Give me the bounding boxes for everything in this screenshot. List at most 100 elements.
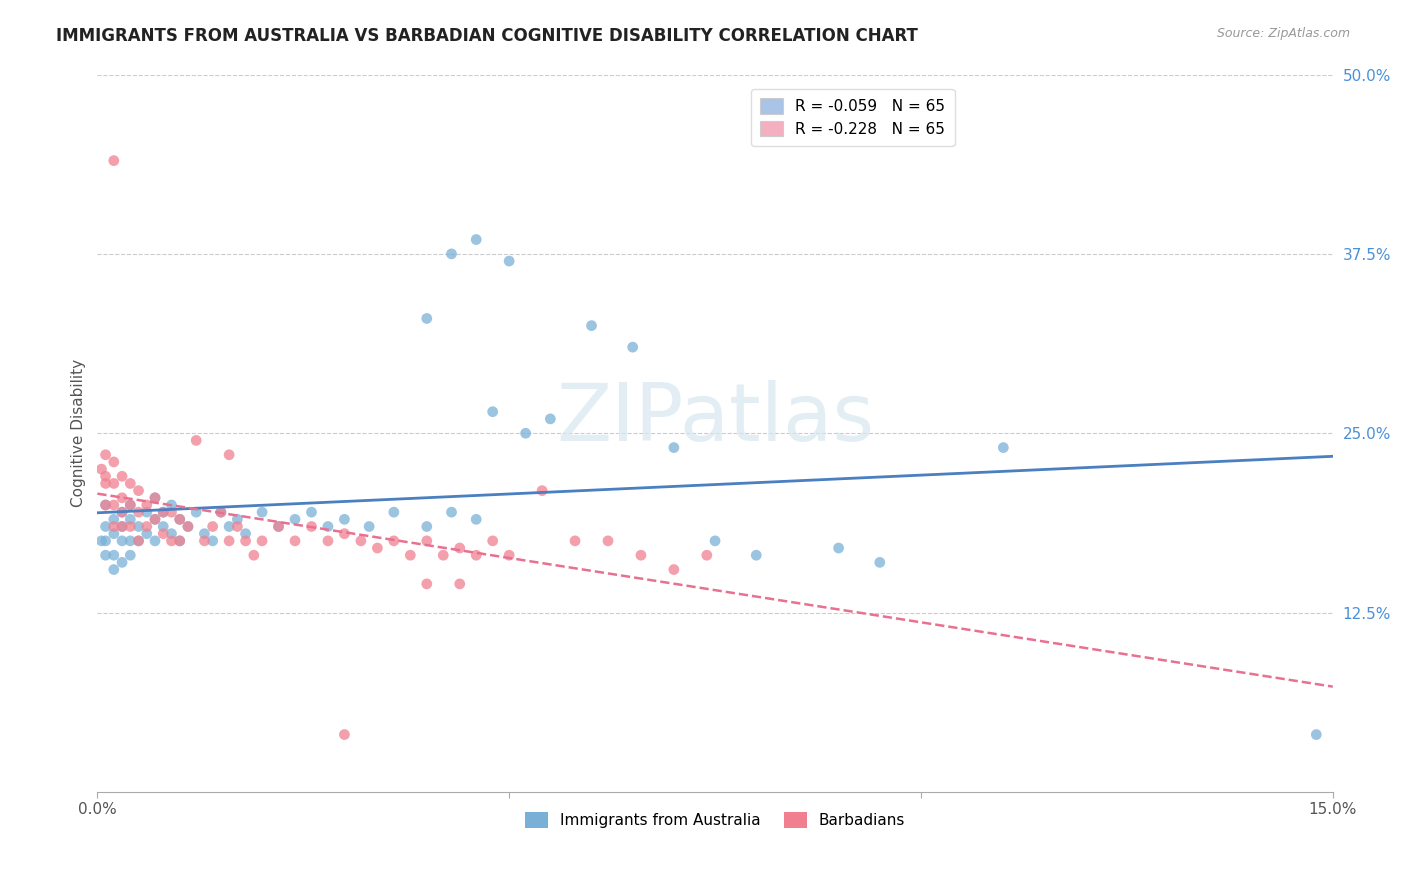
Point	[143, 533, 166, 548]
Point	[226, 512, 249, 526]
Point	[235, 533, 257, 548]
Point	[301, 519, 323, 533]
Point	[94, 533, 117, 548]
Point	[218, 519, 240, 533]
Point	[120, 498, 142, 512]
Point	[111, 533, 134, 548]
Point	[128, 505, 150, 519]
Point	[333, 728, 356, 742]
Point	[152, 519, 174, 533]
Point	[169, 512, 191, 526]
Point	[135, 505, 157, 519]
Point	[128, 483, 150, 498]
Point	[120, 476, 142, 491]
Point	[143, 512, 166, 526]
Point	[143, 512, 166, 526]
Point	[103, 498, 125, 512]
Point	[399, 548, 422, 562]
Point	[120, 498, 142, 512]
Point	[201, 533, 224, 548]
Point	[193, 533, 215, 548]
Point	[696, 548, 718, 562]
Point	[128, 519, 150, 533]
Point	[160, 498, 183, 512]
Point	[284, 533, 307, 548]
Point	[440, 247, 463, 261]
Point	[993, 441, 1015, 455]
Point	[152, 505, 174, 519]
Point	[120, 533, 142, 548]
Point	[94, 519, 117, 533]
Point	[596, 533, 619, 548]
Point	[186, 505, 208, 519]
Point	[135, 526, 157, 541]
Point	[152, 526, 174, 541]
Point	[301, 505, 323, 519]
Point	[177, 519, 200, 533]
Point	[827, 541, 849, 555]
Point	[538, 412, 561, 426]
Point	[581, 318, 603, 333]
Point	[284, 512, 307, 526]
Point	[111, 505, 134, 519]
Point	[235, 526, 257, 541]
Legend: Immigrants from Australia, Barbadians: Immigrants from Australia, Barbadians	[519, 806, 911, 835]
Text: ZIPatlas: ZIPatlas	[555, 380, 875, 458]
Point	[465, 548, 488, 562]
Point	[128, 533, 150, 548]
Point	[267, 519, 290, 533]
Point	[662, 441, 685, 455]
Point	[169, 533, 191, 548]
Point	[449, 541, 471, 555]
Point	[416, 577, 439, 591]
Point	[350, 533, 373, 548]
Point	[704, 533, 727, 548]
Y-axis label: Cognitive Disability: Cognitive Disability	[72, 359, 86, 508]
Point	[243, 548, 266, 562]
Point	[531, 483, 554, 498]
Point	[103, 526, 125, 541]
Point	[111, 505, 134, 519]
Point	[143, 491, 166, 505]
Point	[103, 548, 125, 562]
Point	[465, 233, 488, 247]
Point	[745, 548, 768, 562]
Point	[120, 519, 142, 533]
Point	[382, 533, 405, 548]
Point	[94, 476, 117, 491]
Point	[90, 533, 112, 548]
Point	[103, 476, 125, 491]
Point	[193, 526, 215, 541]
Point	[111, 555, 134, 569]
Point	[90, 462, 112, 476]
Point	[218, 448, 240, 462]
Point	[498, 254, 520, 268]
Point	[416, 311, 439, 326]
Point	[201, 519, 224, 533]
Point	[169, 533, 191, 548]
Point	[621, 340, 644, 354]
Point	[316, 519, 339, 533]
Point	[120, 548, 142, 562]
Point	[128, 533, 150, 548]
Point	[359, 519, 381, 533]
Point	[94, 498, 117, 512]
Point	[177, 519, 200, 533]
Point	[103, 519, 125, 533]
Point	[515, 426, 537, 441]
Point	[440, 505, 463, 519]
Point	[250, 505, 273, 519]
Point	[103, 455, 125, 469]
Point	[103, 512, 125, 526]
Point	[111, 491, 134, 505]
Point	[111, 469, 134, 483]
Point	[169, 512, 191, 526]
Point	[432, 548, 454, 562]
Point	[564, 533, 586, 548]
Point	[120, 512, 142, 526]
Point	[416, 533, 439, 548]
Point	[160, 526, 183, 541]
Point	[1305, 728, 1327, 742]
Point	[498, 548, 520, 562]
Point	[316, 533, 339, 548]
